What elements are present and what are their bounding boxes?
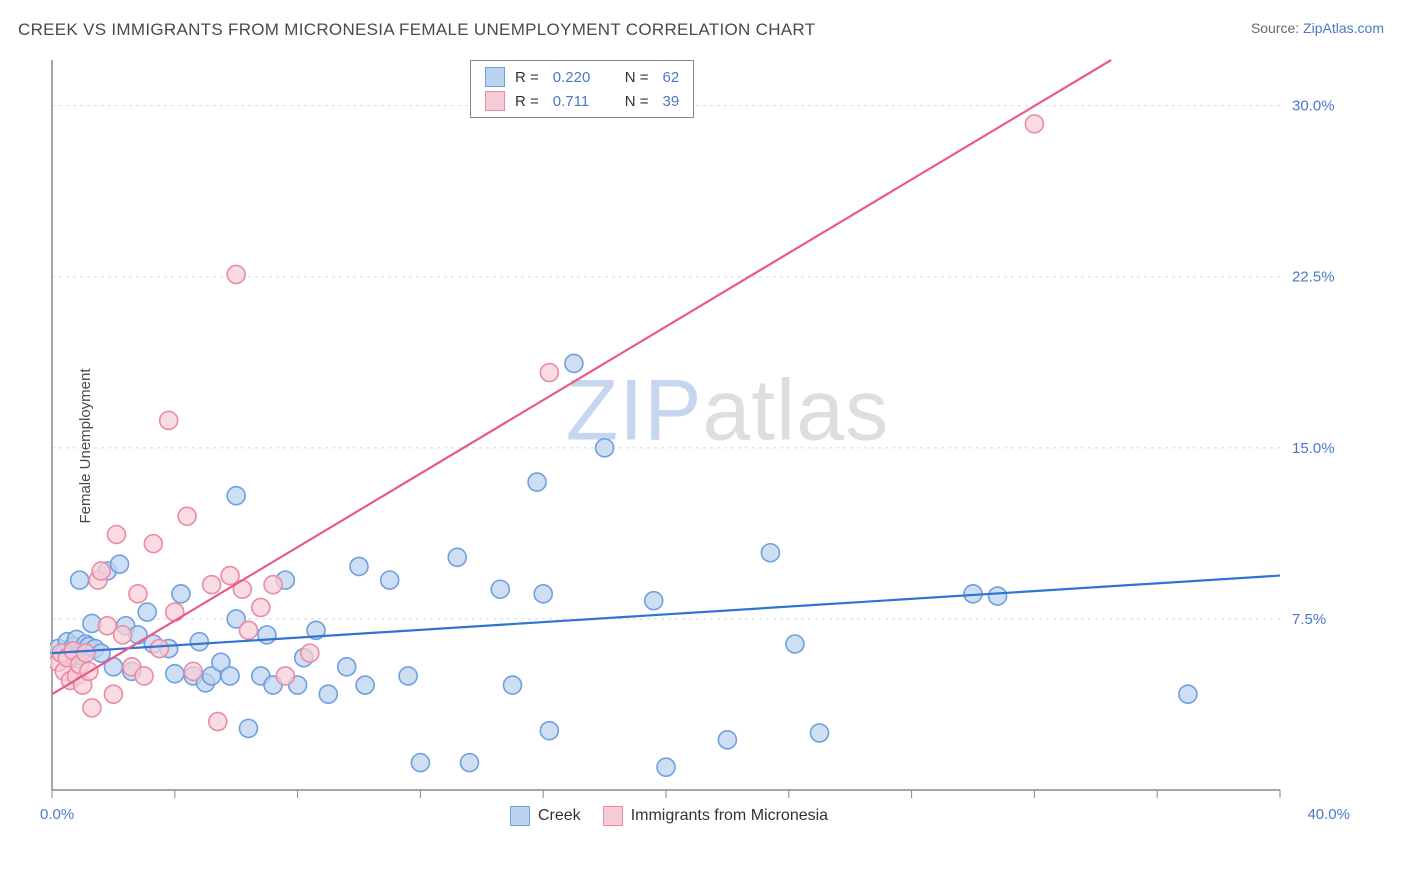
svg-text:30.0%: 30.0% (1292, 98, 1335, 115)
n-value: 39 (663, 93, 680, 110)
series-swatch (485, 67, 505, 87)
n-value: 62 (663, 69, 680, 86)
source-attribution: Source: ZipAtlas.com (1251, 20, 1384, 36)
x-axis-max-label: 40.0% (1307, 806, 1350, 823)
legend-item: Creek (510, 806, 581, 826)
correlation-legend: R = 0.220 N = 62 R = 0.711 N = 39 (470, 60, 694, 118)
n-label: N = (625, 93, 649, 110)
svg-text:15.0%: 15.0% (1292, 440, 1335, 457)
chart-canvas: 7.5% 15.0% 22.5% 30.0% ZIPatlas (50, 58, 1350, 828)
svg-text:22.5%: 22.5% (1292, 269, 1335, 286)
legend-item: Immigrants from Micronesia (603, 806, 828, 826)
correlation-legend-row: R = 0.220 N = 62 (471, 65, 693, 89)
series-swatch (603, 806, 623, 826)
source-label: Source: (1251, 20, 1303, 36)
r-label: R = (515, 69, 539, 86)
r-value: 0.220 (553, 69, 605, 86)
scatter-plot: 7.5% 15.0% 22.5% 30.0% ZIPatlas R = 0.220 N = 6… (50, 58, 1350, 828)
legend-label: Creek (538, 807, 581, 825)
series-swatch (510, 806, 530, 826)
r-label: R = (515, 93, 539, 110)
legend-label: Immigrants from Micronesia (631, 807, 828, 825)
n-label: N = (625, 69, 649, 86)
source-link[interactable]: ZipAtlas.com (1303, 20, 1384, 36)
series-swatch (485, 91, 505, 111)
x-axis-min-label: 0.0% (40, 806, 74, 823)
series-legend: Creek Immigrants from Micronesia (510, 806, 828, 826)
chart-title: CREEK VS IMMIGRANTS FROM MICRONESIA FEMA… (18, 20, 815, 40)
svg-text:7.5%: 7.5% (1292, 611, 1326, 628)
svg-text:ZIPatlas: ZIPatlas (566, 363, 889, 459)
r-value: 0.711 (553, 93, 605, 110)
correlation-legend-row: R = 0.711 N = 39 (471, 89, 693, 113)
